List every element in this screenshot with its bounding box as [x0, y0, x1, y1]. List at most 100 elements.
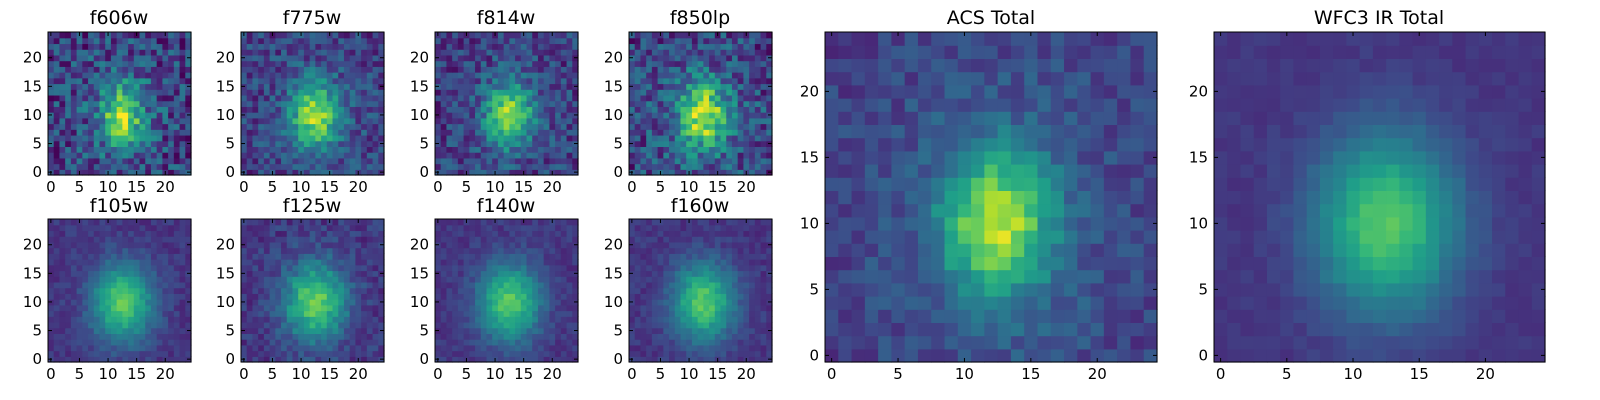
heatmap-cell: [549, 270, 556, 277]
heatmap-cell: [70, 293, 78, 300]
heatmap-cell: [731, 163, 739, 170]
heatmap-cell: [743, 316, 750, 323]
heatmap-cell: [520, 60, 528, 67]
heatmap-cell: [281, 163, 288, 170]
heatmap-cell: [714, 157, 722, 165]
heatmap-cell: [321, 89, 328, 96]
heatmap-cell: [139, 100, 146, 107]
heatmap-cell: [258, 66, 265, 73]
heatmap-cell: [105, 253, 112, 260]
heatmap-cell: [349, 350, 356, 357]
heatmap-cell: [469, 83, 476, 90]
heatmap-cell: [281, 310, 288, 317]
heatmap-cell: [537, 123, 545, 130]
heatmap-cell: [105, 37, 112, 45]
heatmap-cell: [492, 157, 499, 165]
heatmap-cell: [572, 37, 579, 45]
heatmap-cell: [503, 333, 510, 340]
heatmap-cell: [298, 247, 305, 254]
heatmap-cell: [640, 140, 647, 147]
heatmap-cell: [366, 293, 374, 300]
heatmap-cell: [82, 236, 89, 243]
heatmap-cell: [343, 253, 351, 260]
heatmap-cell: [749, 152, 756, 159]
heatmap-cell: [309, 89, 316, 96]
heatmap-cell: [88, 264, 95, 272]
heatmap-cell: [321, 293, 328, 300]
heatmap-cell: [640, 344, 647, 352]
heatmap-cell: [435, 134, 442, 142]
x-tick-label: 5: [75, 178, 85, 196]
heatmap-cell: [720, 32, 727, 39]
heatmap-cell: [332, 344, 339, 352]
heatmap-cell: [646, 304, 653, 312]
heatmap-cell: [355, 253, 362, 260]
heatmap-cell: [269, 339, 276, 346]
heatmap-cell: [446, 281, 453, 289]
heatmap-cell: [440, 327, 448, 334]
heatmap-cell: [737, 169, 744, 176]
heatmap-cell: [657, 152, 664, 159]
heatmap-cell: [263, 129, 271, 136]
heatmap-cell: [463, 270, 470, 277]
heatmap-cell: [241, 123, 248, 130]
y-tick-label: 15: [604, 77, 623, 95]
heatmap-cell: [457, 129, 465, 136]
heatmap-cell: [309, 259, 316, 266]
heatmap-cell: [497, 350, 505, 357]
heatmap-cell: [372, 72, 379, 79]
heatmap-cell: [560, 270, 568, 277]
heatmap-cell: [657, 310, 664, 317]
heatmap-cell: [457, 224, 465, 232]
heatmap-cell: [150, 89, 158, 96]
heatmap-cell: [263, 224, 271, 232]
heatmap-cell: [156, 344, 163, 352]
heatmap-cell: [697, 83, 704, 90]
heatmap-cell: [657, 89, 664, 96]
heatmap-cell: [173, 157, 181, 165]
heatmap-cell: [99, 100, 106, 107]
heatmap-cell: [326, 333, 334, 340]
heatmap-cell: [70, 241, 78, 249]
heatmap-cell: [629, 146, 636, 153]
heatmap-cell: [555, 219, 562, 226]
heatmap-cell: [275, 146, 282, 153]
heatmap-cell: [378, 316, 385, 323]
heatmap-cell: [634, 310, 642, 317]
heatmap-cell: [185, 163, 192, 170]
heatmap-cell: [321, 356, 328, 363]
heatmap-cell: [703, 54, 710, 62]
heatmap-cell: [48, 293, 55, 300]
heatmap-cell: [179, 344, 186, 352]
heatmap-cell: [59, 72, 66, 79]
heatmap-cell: [737, 43, 744, 50]
heatmap-cell: [549, 293, 556, 300]
heatmap-cell: [275, 77, 282, 85]
heatmap-cell: [457, 169, 465, 176]
heatmap-cell: [332, 66, 339, 73]
heatmap-cell: [292, 134, 299, 142]
heatmap-cell: [269, 72, 276, 79]
heatmap-cell: [520, 66, 528, 73]
heatmap-cell: [281, 259, 288, 266]
heatmap-cell: [760, 287, 767, 294]
heatmap-cell: [566, 43, 573, 50]
heatmap-cell: [475, 287, 482, 294]
heatmap-cell: [263, 32, 271, 39]
heatmap-cell: [435, 321, 442, 329]
heatmap-cell: [246, 247, 254, 254]
heatmap-cell: [646, 37, 653, 45]
heatmap-cell: [492, 287, 499, 294]
heatmap-cell: [116, 43, 123, 50]
heatmap-cell: [76, 259, 83, 266]
heatmap-cell: [754, 49, 762, 56]
heatmap-cell: [122, 264, 129, 272]
heatmap-cell: [349, 117, 356, 125]
heatmap-cell: [634, 146, 642, 153]
heatmap-cell: [475, 236, 482, 243]
heatmap-cell: [241, 321, 248, 329]
heatmap-cell: [486, 117, 493, 125]
heatmap-cell: [168, 146, 175, 153]
heatmap-cell: [173, 230, 181, 237]
heatmap-cell: [463, 112, 470, 119]
